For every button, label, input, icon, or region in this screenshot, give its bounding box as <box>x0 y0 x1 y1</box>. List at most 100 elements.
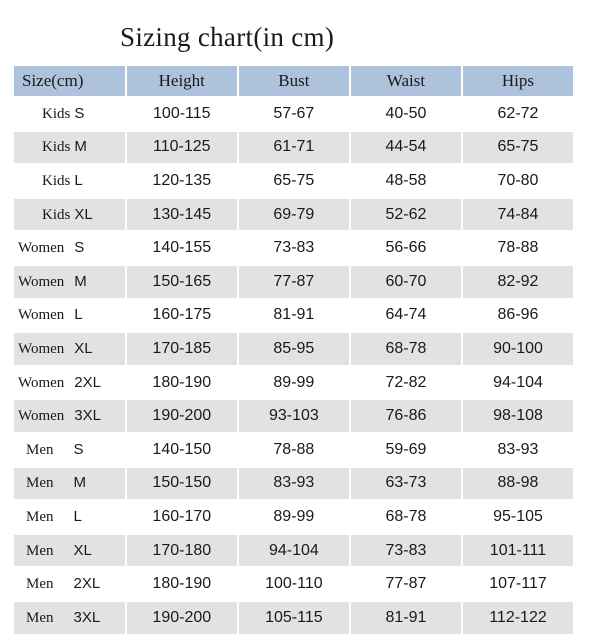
bust-cell: 77-87 <box>238 265 349 298</box>
size-label-cell: Kids S <box>14 98 125 130</box>
size-label: XL <box>73 541 92 559</box>
bust-cell: 69-79 <box>238 198 349 231</box>
size-label: L <box>74 306 83 324</box>
height-cell: 180-190 <box>126 366 237 399</box>
chart-title: Sizing chart(in cm) <box>120 22 335 52</box>
group-label: Women <box>18 374 65 391</box>
height-cell: 110-125 <box>126 131 237 164</box>
height-cell: 140-150 <box>126 433 237 466</box>
table-row: Kids L 120-135 65-75 48-58 70-80 <box>14 165 573 197</box>
group-label: Women <box>18 340 65 357</box>
height-cell: 160-170 <box>126 501 237 533</box>
hips-cell: 74-84 <box>462 198 573 231</box>
sizing-table: Size(cm) Height Bust Waist Hips Kids S 100… <box>12 64 575 636</box>
hips-cell: 94-104 <box>462 366 573 399</box>
bust-cell: 89-99 <box>238 366 349 399</box>
hips-cell: 107-117 <box>462 568 573 600</box>
group-label: Women <box>18 273 65 290</box>
size-label-cell: Men XL <box>14 534 125 567</box>
size-label-cell: Men L <box>14 501 125 533</box>
waist-cell: 68-78 <box>350 501 461 533</box>
header-size: Size(cm) <box>14 66 125 96</box>
waist-cell: 48-58 <box>350 165 461 197</box>
hips-cell: 86-96 <box>462 299 573 332</box>
hips-cell: 95-105 <box>462 501 573 533</box>
table-row: Women L 160-175 81-91 64-74 86-96 <box>14 299 573 332</box>
height-cell: 170-180 <box>126 534 237 567</box>
waist-cell: 68-78 <box>350 333 461 365</box>
waist-cell: 56-66 <box>350 232 461 264</box>
bust-cell: 105-115 <box>238 601 349 634</box>
header-bust: Bust <box>238 66 349 96</box>
size-label-cell: Men 3XL <box>14 601 125 634</box>
bust-cell: 93-103 <box>238 400 349 432</box>
bust-cell: 61-71 <box>238 131 349 164</box>
waist-cell: 44-54 <box>350 131 461 164</box>
height-cell: 160-175 <box>126 299 237 332</box>
table-row: Men L 160-170 89-99 68-78 95-105 <box>14 501 573 533</box>
size-label: L <box>73 507 82 525</box>
table-row: Men M 150-150 83-93 63-73 88-98 <box>14 467 573 500</box>
table-row: Women 2XL 180-190 89-99 72-82 94-104 <box>14 366 573 399</box>
waist-cell: 60-70 <box>350 265 461 298</box>
size-label-cell: Men 2XL <box>14 568 125 600</box>
hips-cell: 70-80 <box>462 165 573 197</box>
table-row: Men 2XL 180-190 100-110 77-87 107-117 <box>14 568 573 600</box>
hips-cell: 65-75 <box>462 131 573 164</box>
table-row: Women XL 170-185 85-95 68-78 90-100 <box>14 333 573 365</box>
waist-cell: 73-83 <box>350 534 461 567</box>
bust-cell: 73-83 <box>238 232 349 264</box>
waist-cell: 40-50 <box>350 98 461 130</box>
bust-cell: 100-110 <box>238 568 349 600</box>
size-label: 3XL <box>73 608 101 626</box>
table-row: Kids XL 130-145 69-79 52-62 74-84 <box>14 198 573 231</box>
size-label: XL <box>74 339 93 357</box>
hips-cell: 62-72 <box>462 98 573 130</box>
height-cell: 130-145 <box>126 198 237 231</box>
height-cell: 190-200 <box>126 400 237 432</box>
hips-cell: 88-98 <box>462 467 573 500</box>
size-label: L <box>74 171 83 189</box>
group-label: Men <box>26 441 54 458</box>
group-label: Men <box>26 576 54 593</box>
size-label-cell: Kids L <box>14 165 125 197</box>
header-row: Size(cm) Height Bust Waist Hips <box>14 66 573 96</box>
hips-cell: 98-108 <box>462 400 573 432</box>
table-row: Women 3XL 190-200 93-103 76-86 98-108 <box>14 400 573 432</box>
size-label-cell: Women 2XL <box>14 366 125 399</box>
bust-cell: 85-95 <box>238 333 349 365</box>
bust-cell: 94-104 <box>238 534 349 567</box>
table-row: Men 3XL 190-200 105-115 81-91 112-122 <box>14 601 573 634</box>
group-label: Men <box>26 475 54 492</box>
table-row: Men S 140-150 78-88 59-69 83-93 <box>14 433 573 466</box>
height-cell: 190-200 <box>126 601 237 634</box>
group-label: Kids <box>42 206 71 223</box>
table-row: Women M 150-165 77-87 60-70 82-92 <box>14 265 573 298</box>
size-label: M <box>73 474 87 492</box>
height-cell: 150-150 <box>126 467 237 500</box>
bust-cell: 65-75 <box>238 165 349 197</box>
hips-cell: 83-93 <box>462 433 573 466</box>
waist-cell: 77-87 <box>350 568 461 600</box>
group-label: Women <box>18 408 65 425</box>
size-label-cell: Women L <box>14 299 125 332</box>
size-label: S <box>74 104 85 122</box>
table-row: Kids S 100-115 57-67 40-50 62-72 <box>14 98 573 130</box>
bust-cell: 83-93 <box>238 467 349 500</box>
waist-cell: 64-74 <box>350 299 461 332</box>
waist-cell: 63-73 <box>350 467 461 500</box>
table-row: Kids M 110-125 61-71 44-54 65-75 <box>14 131 573 164</box>
header-height: Height <box>126 66 237 96</box>
bust-cell: 81-91 <box>238 299 349 332</box>
height-cell: 100-115 <box>126 98 237 130</box>
size-label: S <box>74 239 85 257</box>
size-label: 3XL <box>74 407 101 425</box>
hips-cell: 82-92 <box>462 265 573 298</box>
size-label-cell: Men S <box>14 433 125 466</box>
height-cell: 170-185 <box>126 333 237 365</box>
header-waist: Waist <box>350 66 461 96</box>
bust-cell: 57-67 <box>238 98 349 130</box>
waist-cell: 72-82 <box>350 366 461 399</box>
size-label: S <box>73 440 84 458</box>
group-label: Kids <box>42 139 71 156</box>
